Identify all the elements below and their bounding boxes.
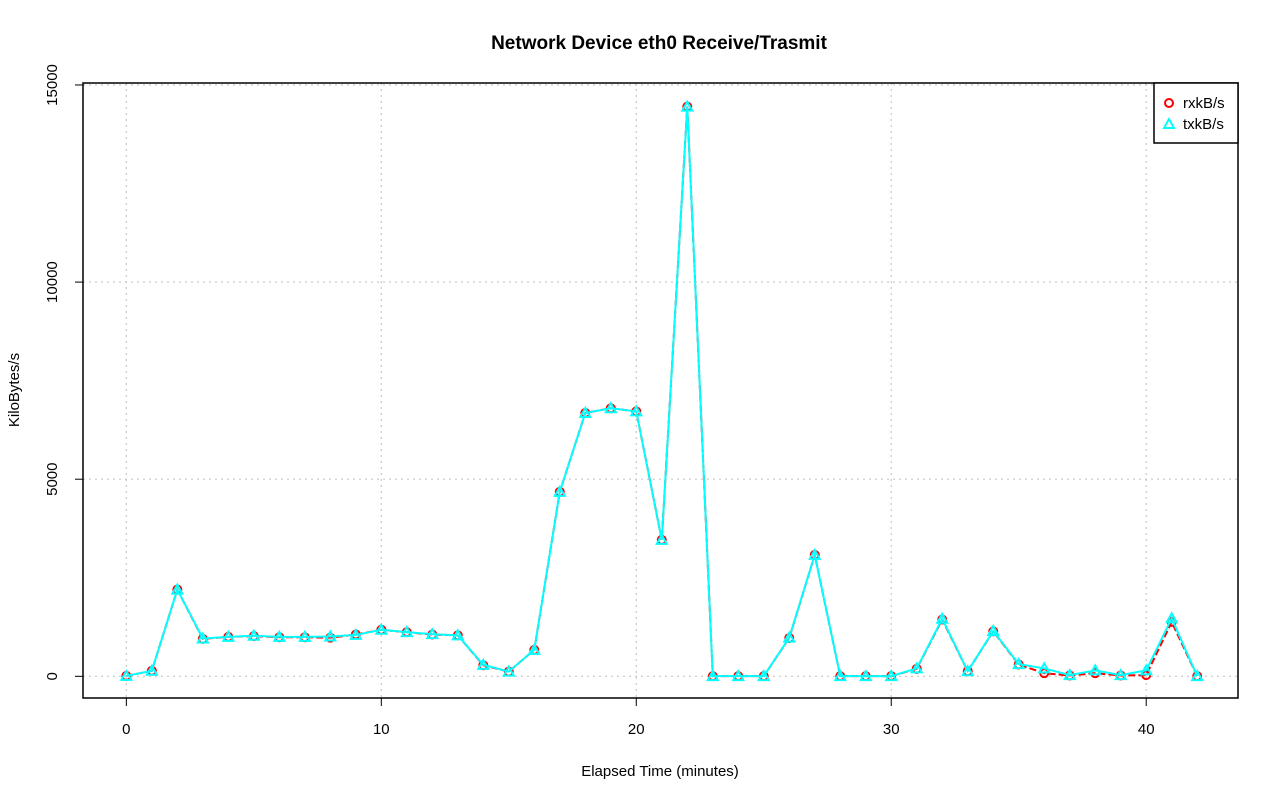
data-point xyxy=(986,623,1000,636)
data-point xyxy=(196,631,210,644)
data-point xyxy=(629,404,643,417)
data-point xyxy=(1190,669,1204,682)
data-point xyxy=(476,657,490,670)
legend-marker xyxy=(1162,116,1176,129)
data-point xyxy=(374,622,389,635)
grid-lines xyxy=(83,83,1238,698)
data-point xyxy=(808,547,822,560)
data-point xyxy=(451,628,465,641)
x-tick-label: 20 xyxy=(628,721,645,738)
x-axis: 0 10 20 30 40 xyxy=(122,697,1155,738)
series-rx xyxy=(121,101,1203,682)
data-point xyxy=(1063,668,1077,681)
series-line xyxy=(126,106,1199,678)
data-point xyxy=(1139,663,1153,676)
legend-marker xyxy=(1164,98,1174,108)
plot-frame xyxy=(82,82,1239,699)
data-point xyxy=(1037,661,1051,674)
x-tick-label: 0 xyxy=(122,721,130,738)
data-point xyxy=(170,582,185,595)
y-axis: 0 5000 10000 15000 xyxy=(44,64,83,680)
data-point xyxy=(1088,663,1102,676)
data-point xyxy=(247,628,261,641)
data-point xyxy=(502,664,516,677)
x-tick-label: 30 xyxy=(883,721,900,738)
data-point xyxy=(884,669,898,682)
data-point xyxy=(859,669,873,682)
chart-title: Network Device eth0 Receive/Trasmit xyxy=(491,33,828,54)
y-tick-label: 5000 xyxy=(44,463,61,496)
data-point xyxy=(400,625,414,638)
y-tick-label: 0 xyxy=(44,672,61,680)
data-point xyxy=(298,629,312,642)
data-point xyxy=(706,669,720,682)
data-point xyxy=(272,629,287,642)
x-tick-label: 10 xyxy=(373,721,390,738)
legend-box xyxy=(1153,82,1239,144)
data-point xyxy=(833,669,847,682)
data-point xyxy=(527,642,541,655)
x-tick-label: 40 xyxy=(1138,721,1155,738)
data-point xyxy=(553,484,567,497)
data-point xyxy=(145,663,159,676)
data-point xyxy=(731,669,745,682)
data-point xyxy=(655,532,669,545)
data-point xyxy=(323,629,338,642)
data-point xyxy=(221,629,236,642)
data-point xyxy=(604,401,618,414)
data-point xyxy=(757,669,771,682)
series-line xyxy=(126,106,1199,678)
data-point xyxy=(782,630,796,643)
data-point xyxy=(425,627,440,640)
data-point xyxy=(680,99,694,112)
data-point xyxy=(1165,611,1179,624)
data-point xyxy=(578,405,592,418)
data-point xyxy=(1012,657,1026,670)
data-point xyxy=(349,627,363,640)
legend: rxkB/s txkB/s xyxy=(1153,82,1239,144)
legend-label: txkB/s xyxy=(1183,116,1224,133)
y-tick-label: 15000 xyxy=(44,64,61,106)
data-point xyxy=(961,664,975,677)
series-tx xyxy=(119,99,1204,682)
x-axis-label: Elapsed Time (minutes) xyxy=(581,763,739,780)
y-tick-label: 10000 xyxy=(44,261,61,303)
data-point xyxy=(1114,668,1128,681)
y-axis-label: KiloBytes/s xyxy=(6,353,23,427)
legend-label: rxkB/s xyxy=(1183,95,1225,112)
series-layer xyxy=(119,99,1204,682)
data-point xyxy=(910,661,924,674)
data-point xyxy=(935,611,949,624)
data-point xyxy=(119,668,134,681)
